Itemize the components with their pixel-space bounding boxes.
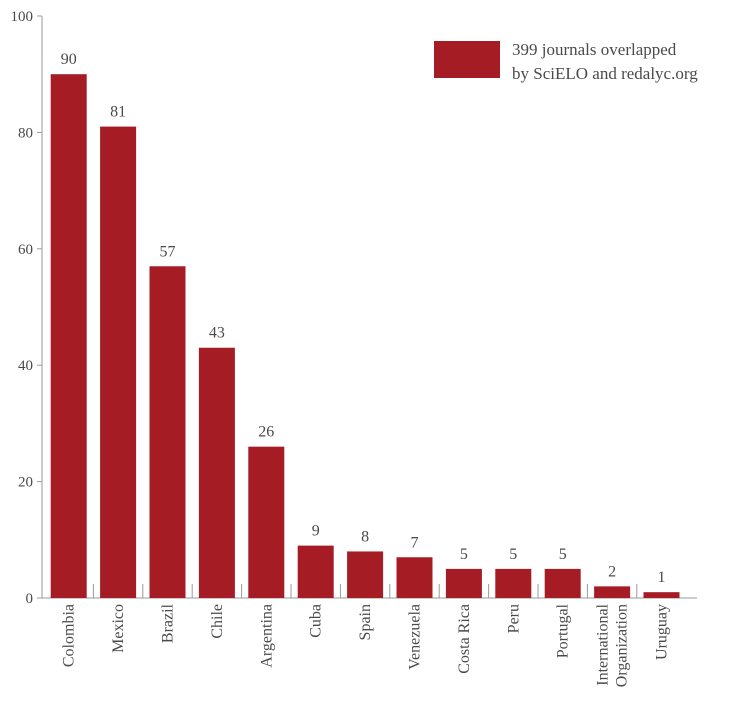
bar — [100, 126, 137, 598]
bar-value-label: 57 — [160, 243, 176, 260]
legend-label: by SciELO and redalyc.org — [512, 64, 698, 83]
bar-value-label: 5 — [460, 546, 468, 563]
x-category-label-line: Spain — [357, 604, 374, 640]
x-category-label-line: Portugal — [555, 603, 572, 658]
x-category-label-line: Brazil — [160, 603, 177, 643]
bar — [396, 557, 433, 598]
x-category-label-line: Organization — [614, 604, 631, 687]
y-tick-label: 20 — [18, 475, 33, 491]
x-category-label-line: Argentina — [258, 604, 275, 668]
y-tick-label: 80 — [18, 125, 33, 141]
y-tick-label: 60 — [18, 242, 33, 258]
bar-value-label: 26 — [258, 424, 274, 441]
bar-value-label: 7 — [411, 534, 419, 551]
x-axis: Colombia Mexico Brazil Chile Argentina Cuba Sp… — [42, 584, 697, 687]
x-category-label: Spain — [357, 604, 374, 640]
x-category-label-line: Venezuela — [407, 604, 424, 670]
bar — [198, 347, 235, 598]
x-category-label-line: International — [595, 603, 612, 685]
bar — [544, 568, 581, 598]
bar — [149, 266, 186, 598]
bar-value-label: 5 — [509, 546, 517, 563]
bar-value-label: 9 — [312, 523, 320, 540]
bar-value-label: 81 — [110, 104, 126, 121]
x-category-label-line: Costa Rica — [456, 604, 473, 674]
x-category-label: Portugal — [555, 603, 572, 658]
x-category-label-line: Chile — [209, 604, 226, 639]
x-category-label: Peru — [505, 604, 522, 633]
legend: 399 journals overlapped by SciELO and red… — [434, 40, 698, 83]
y-tick-label: 0 — [26, 591, 34, 607]
bar — [50, 74, 87, 598]
x-category-label: Chile — [209, 604, 226, 639]
bar-value-label: 5 — [559, 546, 567, 563]
bar — [495, 568, 532, 598]
legend-label: 399 journals overlapped — [512, 40, 677, 59]
x-category-label: Costa Rica — [456, 604, 473, 674]
y-tick-label: 40 — [18, 358, 33, 374]
bar-series: 90 81 57 43 26 9 8 7 5 5 5 2 1 — [50, 51, 680, 598]
y-axis: 0 20 40 60 80 100 — [11, 9, 43, 607]
bar — [347, 551, 384, 598]
bar-value-label: 43 — [209, 325, 225, 342]
x-category-label: Uruguay — [654, 604, 671, 660]
bar-value-label: 1 — [658, 569, 666, 586]
x-category-label: Mexico — [110, 604, 127, 653]
y-tick-label: 100 — [11, 9, 34, 25]
x-category-label: Cuba — [308, 604, 325, 638]
x-category-label: Argentina — [258, 604, 275, 668]
bar-value-label: 2 — [608, 563, 616, 580]
x-category-label-line: Colombia — [61, 604, 78, 667]
x-category-label-line: Cuba — [308, 604, 325, 638]
bar — [297, 545, 334, 598]
legend-swatch — [434, 41, 500, 78]
x-category-label: Colombia — [61, 604, 78, 667]
bar-value-label: 90 — [61, 51, 77, 68]
x-category-label: Venezuela — [407, 604, 424, 670]
x-category-label-line: Peru — [505, 604, 522, 633]
bar — [594, 586, 631, 598]
x-category-label: Brazil — [160, 603, 177, 643]
bar — [248, 446, 285, 598]
bar — [643, 592, 680, 598]
x-category-label-line: Uruguay — [654, 604, 671, 660]
x-category-label-line: Mexico — [110, 604, 127, 653]
bar-value-label: 8 — [361, 528, 369, 545]
x-category-label: International Organization — [595, 603, 631, 687]
bar — [445, 568, 482, 598]
